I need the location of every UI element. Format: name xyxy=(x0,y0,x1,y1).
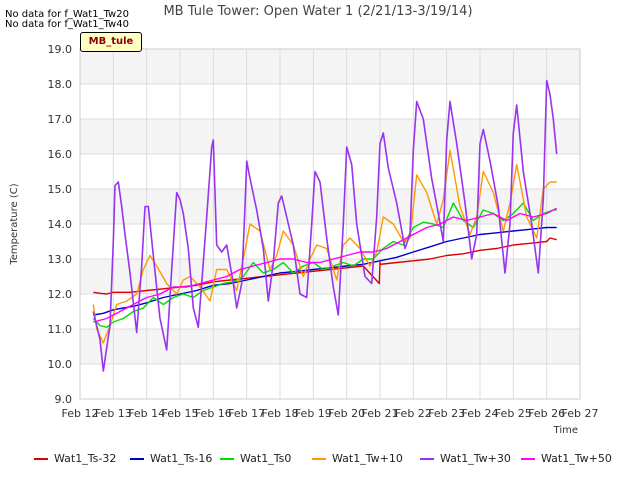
legend-item: Wat1_Ts0 xyxy=(220,452,291,465)
chart-title: MB Tule Tower: Open Water 1 (2/21/13-3/1… xyxy=(163,4,472,19)
legend-label: Wat1_Tw+50 xyxy=(541,452,612,465)
series-line-wat1-tw-10 xyxy=(92,149,557,344)
legend-swatch xyxy=(312,458,326,460)
x-tick-label: Feb 26 xyxy=(528,407,565,420)
y-axis-label: Temperature (C) xyxy=(9,183,20,265)
x-tick-label: Feb 21 xyxy=(362,407,399,420)
y-tick-label: 15.0 xyxy=(48,183,73,196)
x-tick-label: Feb 14 xyxy=(128,407,165,420)
grid-band xyxy=(80,329,580,364)
y-tick-label: 16.0 xyxy=(48,148,73,161)
site-label: MB_tule xyxy=(80,32,142,52)
no-data-note-1: No data for f_Wat1_Tw20 xyxy=(5,9,129,20)
no-data-note-2: No data for f_Wat1_Tw40 xyxy=(5,19,129,30)
series-line-wat1-ts0 xyxy=(92,202,557,328)
y-tick-label: 18.0 xyxy=(48,78,73,91)
legend-item: Wat1_Tw+10 xyxy=(312,452,403,465)
legend-swatch xyxy=(521,458,535,460)
y-tick-label: 17.0 xyxy=(48,113,73,126)
legend-swatch xyxy=(130,458,144,460)
legend-label: Wat1_Tw+30 xyxy=(440,452,511,465)
legend-item: Wat1_Tw+50 xyxy=(521,452,612,465)
x-tick-label: Feb 18 xyxy=(262,407,299,420)
y-tick-label: 14.0 xyxy=(48,218,73,231)
grid-band xyxy=(80,49,580,84)
x-tick-label: Feb 24 xyxy=(462,407,499,420)
legend-swatch xyxy=(420,458,434,460)
x-tick-label: Feb 23 xyxy=(428,407,465,420)
x-tick-label: Feb 25 xyxy=(495,407,532,420)
x-tick-label: Feb 16 xyxy=(195,407,232,420)
x-tick-label: Feb 27 xyxy=(562,407,599,420)
y-tick-label: 10.0 xyxy=(48,358,73,371)
x-tick-label: Feb 12 xyxy=(62,407,99,420)
legend-item: Wat1_Ts-32 xyxy=(34,452,116,465)
x-tick-label: Feb 17 xyxy=(228,407,265,420)
legend-swatch xyxy=(34,458,48,460)
legend: Wat1_Ts-32 Wat1_Ts-16 Wat1_Ts0 Wat1_Tw+10 Wa… xyxy=(0,452,640,470)
series-line-wat1-tw-30 xyxy=(92,79,558,372)
plot-frame xyxy=(79,48,581,400)
x-tick-label: Feb 13 xyxy=(95,407,132,420)
grid-band xyxy=(80,119,580,154)
legend-item: Wat1_Tw+30 xyxy=(420,452,511,465)
x-tick-label: Feb 15 xyxy=(162,407,199,420)
legend-label: Wat1_Ts0 xyxy=(240,452,292,465)
legend-label: Wat1_Ts-16 xyxy=(150,452,213,465)
x-tick-label: Feb 19 xyxy=(295,407,332,420)
x-tick-label: Feb 20 xyxy=(328,407,365,420)
y-tick-label: 13.0 xyxy=(48,253,73,266)
x-tick-label: Feb 22 xyxy=(395,407,432,420)
legend-swatch xyxy=(220,458,234,460)
series-line-wat1-tw-50 xyxy=(93,207,558,323)
y-tick-label: 19.0 xyxy=(48,43,73,56)
y-tick-label: 12.0 xyxy=(48,288,73,301)
series-line-wat1-ts-16 xyxy=(93,226,557,316)
legend-label: Wat1_Tw+10 xyxy=(332,452,403,465)
y-tick-label: 11.0 xyxy=(48,323,73,336)
legend-label: Wat1_Ts-32 xyxy=(54,452,117,465)
x-axis-label: Time xyxy=(553,425,578,436)
y-tick-label: 9.0 xyxy=(55,393,73,406)
legend-item: Wat1_Ts-16 xyxy=(130,452,212,465)
